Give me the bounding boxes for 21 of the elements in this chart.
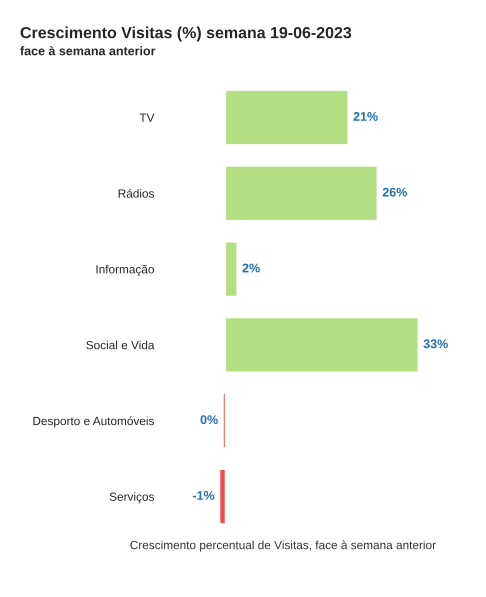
- y-tick-label: Informação: [96, 264, 154, 276]
- y-tick-label: TV: [140, 114, 154, 122]
- data-label: 0%: [200, 415, 218, 424]
- text: face à semana anterior: [20, 46, 156, 56]
- bar: [224, 316, 419, 373]
- bar: [224, 165, 378, 222]
- chart-title: Crescimento Visitas (%) semana 19-06-2023: [20, 26, 352, 42]
- data-label: 21%: [354, 112, 378, 121]
- bar: [222, 392, 226, 449]
- text: Crescimento percentual de Visitas, face à semana anterior: [130, 540, 436, 552]
- y-tick-label: Rádios: [118, 188, 154, 198]
- bar: [218, 468, 226, 524]
- y-tick-label: Social e Vida: [86, 340, 154, 350]
- data-label: -1%: [192, 491, 214, 500]
- data-label: 2%: [242, 264, 260, 272]
- data-label: 33%: [423, 339, 448, 348]
- bar: [224, 241, 238, 298]
- y-tick-label: Serviços: [110, 492, 154, 504]
- bar: [224, 90, 349, 146]
- y-tick-label: Desporto e Automóveis: [33, 416, 154, 428]
- data-label: 26%: [382, 188, 407, 197]
